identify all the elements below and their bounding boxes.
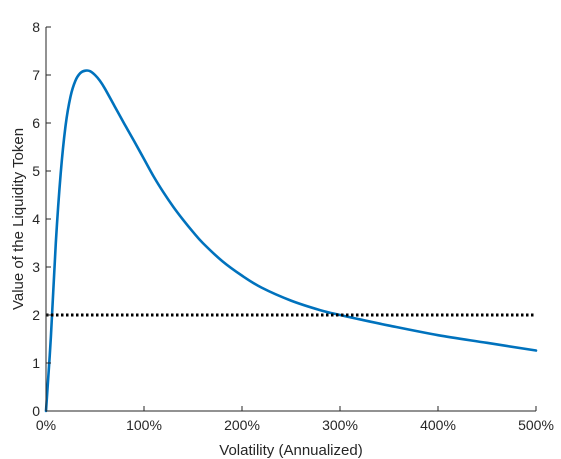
- y-tick-label: 7: [32, 67, 40, 83]
- y-ticks: 0 1 2 3 4 5 6 7 8: [32, 19, 51, 419]
- x-tick-label: 300%: [322, 417, 358, 433]
- y-axis-label: Value of the Liquidity Token: [10, 128, 27, 310]
- axes: [45, 27, 536, 412]
- y-tick-label: 5: [32, 163, 40, 179]
- y-tick-label: 3: [32, 259, 40, 275]
- y-tick-label: 2: [32, 307, 40, 323]
- series-line-0: [44, 69, 538, 413]
- x-ticks: 0% 100% 200% 300% 400% 500%: [36, 406, 554, 433]
- y-tick-label: 0: [32, 403, 40, 419]
- y-tick-label: 8: [32, 19, 40, 35]
- x-axis-label: Volatility (Annualized): [219, 442, 362, 459]
- y-tick-label: 4: [32, 211, 40, 227]
- y-tick-label: 6: [32, 115, 40, 131]
- x-tick-label: 200%: [224, 417, 260, 433]
- x-tick-label: 500%: [518, 417, 554, 433]
- x-tick-label: 0%: [36, 417, 56, 433]
- x-tick-label: 400%: [420, 417, 456, 433]
- x-tick-label: 100%: [126, 417, 162, 433]
- plot-area: [44, 69, 538, 413]
- y-tick-label: 1: [32, 355, 40, 371]
